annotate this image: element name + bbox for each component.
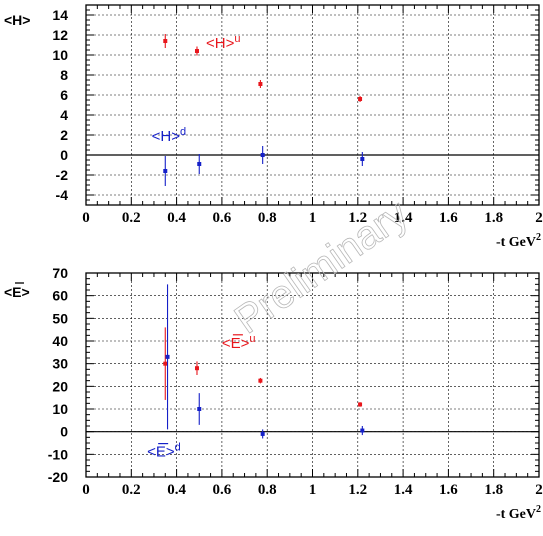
panel1-x-tick-label: 1.6 [439, 482, 458, 498]
panel0-y-tick-label: 8 [60, 67, 68, 83]
panel1-series-u-point [258, 378, 263, 383]
panel0-x-tick-label: 0.8 [258, 210, 277, 226]
panel1-x-tick-label: 1 [309, 482, 317, 498]
panel0-x-tick-label: 1.4 [394, 210, 413, 226]
panel1-x-tick-label: 0.6 [213, 482, 232, 498]
panel1-x-tick-label: 0.8 [258, 482, 277, 498]
panel0-series-u-point [258, 82, 263, 86]
panel0-series-d-label: <H>d [152, 126, 186, 145]
panel1-y-tick-label: -10 [48, 446, 68, 462]
panel0-x-tick-label: 0.4 [167, 210, 186, 226]
panel1-y-axis-title: <E> [4, 284, 30, 300]
panel1-y-tick-label: 0 [60, 424, 68, 440]
panel1-series-d-point [165, 354, 170, 359]
panel1-y-tick-label: 10 [52, 401, 68, 417]
panel1-y-tick-label: 50 [52, 310, 68, 326]
panel1-y-tick-label: 20 [52, 378, 68, 394]
panel1-series-d-point [360, 428, 365, 433]
panel-h: 0 0.2 0.4 0.6 0.8 1 1.2 1.4 1.6 1.8 2 -4 -2 0 2 4 6 8 10 12… [4, 4, 543, 250]
panel0-series-d-point [197, 162, 202, 166]
panel0-x-tick-label: 1.8 [484, 210, 503, 226]
panel1-y-tick-label: -20 [48, 469, 68, 485]
panel0-x-tick-label: 2 [535, 210, 543, 226]
panel1-series-d-label: <E>d [147, 442, 181, 461]
panel0-series-d-point [260, 153, 265, 157]
panel1-series-d-point [197, 407, 202, 411]
panel0-series-u-point [358, 97, 363, 101]
panel0-x-tick-label: 1.6 [439, 210, 458, 226]
panel1-x-tick-label: 0.4 [167, 482, 186, 498]
panel1-y-tick-label: 60 [52, 288, 68, 304]
panel1-y-tick-label: 30 [52, 356, 68, 372]
panel1-x-axis-title: -t GeV2 [496, 504, 541, 522]
panel0-x-tick-label: 0.2 [122, 210, 141, 226]
panel0-x-tick-label: 1 [309, 210, 317, 226]
panel0-series-d-point [360, 157, 365, 161]
panel0-series-d-point [163, 169, 168, 173]
panel1-x-tick-label: 0.2 [122, 482, 141, 498]
panel1-y-tick-label: 70 [52, 265, 68, 281]
panel1-x-tick-label: 2 [535, 482, 543, 498]
panel0-y-tick-label: 0 [60, 147, 68, 163]
panel1-series-u-point [163, 361, 168, 366]
panel0-y-tick-label: 12 [52, 27, 68, 43]
panel0-y-axis-title: <H> [4, 12, 30, 28]
panel1-x-tick-label: 1.2 [348, 482, 367, 498]
panel1-x-tick-label: 1.4 [394, 482, 413, 498]
panel1-series-u-point [194, 366, 199, 371]
panel0-x-tick-label: 0.6 [213, 210, 232, 226]
panel0-y-tick-label: -2 [56, 167, 69, 183]
panel0-y-tick-label: 2 [60, 127, 68, 143]
panel1-y-tick-label: 40 [52, 333, 68, 349]
panel0-y-tick-label: 6 [60, 87, 68, 103]
panel-e: 0 0.2 0.4 0.6 0.8 1 1.2 1.4 1.6 1.8 2 -20 -10 0 10 20 30… [4, 265, 543, 522]
panel0-x-tick-label: 0 [82, 210, 90, 226]
panel0-series-u-point [163, 39, 168, 43]
panel1-series-d-point [260, 431, 265, 436]
panel1-series-u-label: <E>u [222, 333, 256, 352]
preliminary-watermark: Preliminary [227, 192, 416, 343]
panel0-y-tick-label: 4 [60, 107, 68, 123]
panel0-y-tick-label: 10 [52, 47, 68, 63]
panel0-y-tick-label: 14 [52, 7, 68, 23]
panel1-x-tick-label: 0 [82, 482, 90, 498]
panel0-x-tick-label: 1.2 [348, 210, 367, 226]
panel0-series-u-point [194, 49, 199, 53]
panel1-x-tick-label: 1.8 [484, 482, 503, 498]
panel1-series-u-point [358, 402, 363, 407]
panel0-x-axis-title: -t GeV2 [496, 232, 541, 250]
panel0-y-tick-label: -4 [56, 187, 69, 203]
panel0-series-u-label: <H>u [206, 33, 240, 52]
